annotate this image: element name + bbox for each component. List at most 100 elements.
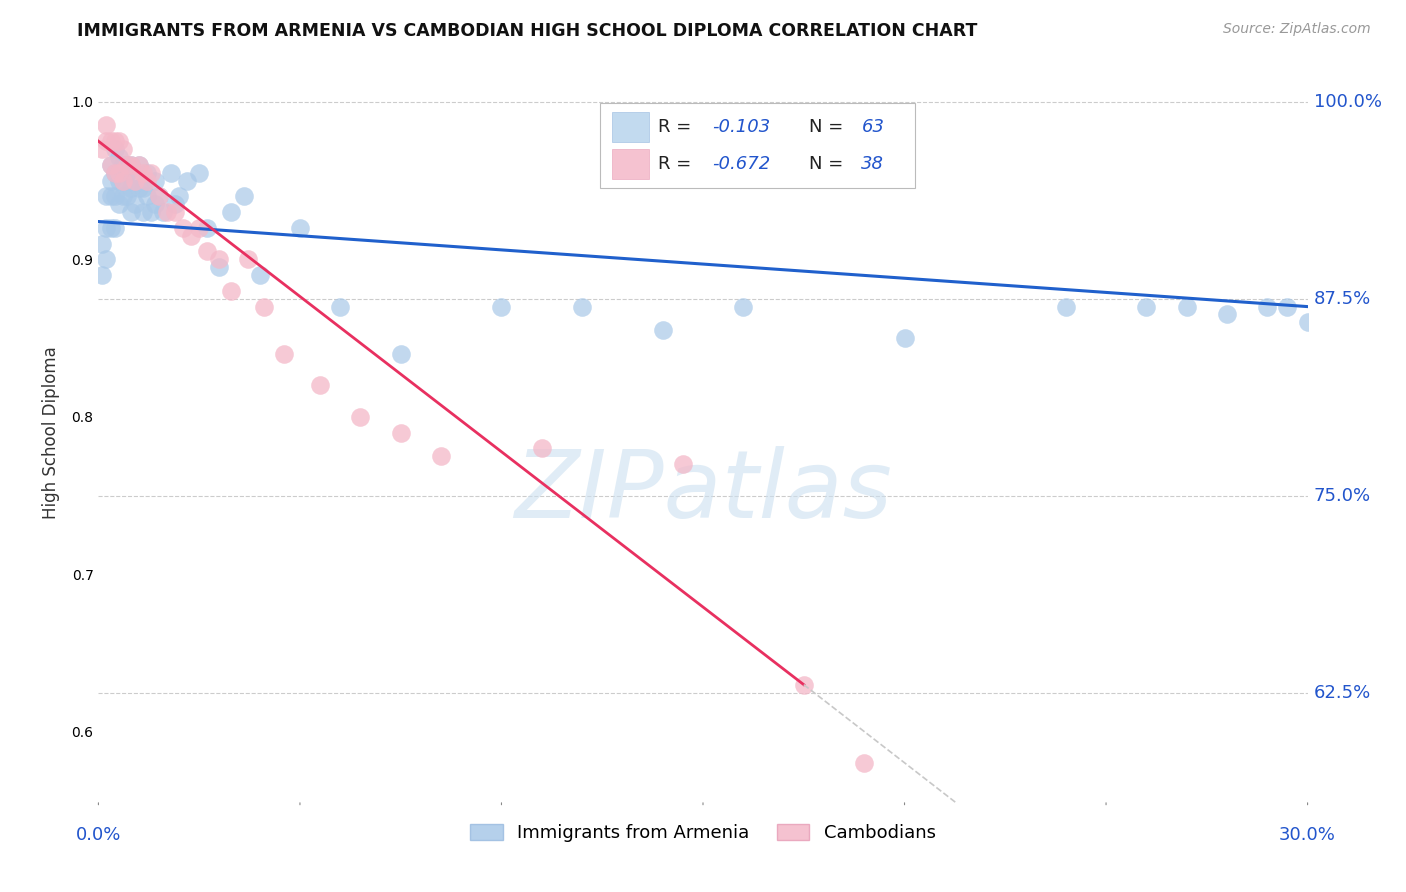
Point — [120, 205, 142, 219]
Text: 75.0%: 75.0% — [1313, 487, 1371, 505]
Point — [1296, 315, 1319, 329]
Point — [111, 158, 134, 172]
Point — [152, 205, 174, 219]
Text: R =: R = — [658, 118, 697, 136]
Point — [309, 378, 332, 392]
Point — [115, 189, 138, 203]
Point — [253, 300, 276, 314]
Text: 62.5%: 62.5% — [1313, 683, 1371, 701]
Point — [208, 252, 231, 267]
Point — [115, 158, 138, 172]
Point — [124, 197, 146, 211]
Text: 30.0%: 30.0% — [1279, 826, 1336, 845]
Point — [167, 189, 190, 203]
Point — [132, 166, 155, 180]
FancyBboxPatch shape — [613, 149, 648, 178]
Point — [1216, 308, 1239, 322]
Point — [1135, 300, 1157, 314]
Y-axis label: High School Diploma: High School Diploma — [42, 346, 60, 519]
Point — [1175, 300, 1198, 314]
Point — [111, 189, 134, 203]
Point — [135, 189, 157, 203]
FancyBboxPatch shape — [613, 112, 648, 142]
Point — [120, 181, 142, 195]
Point — [96, 134, 118, 148]
Point — [91, 236, 114, 251]
Point — [135, 166, 157, 180]
Point — [195, 220, 218, 235]
Point — [349, 409, 371, 424]
Point — [103, 220, 125, 235]
Point — [793, 678, 815, 692]
Point — [120, 158, 142, 172]
Text: 38: 38 — [862, 155, 884, 173]
Point — [96, 119, 118, 133]
Point — [103, 166, 125, 180]
Point — [120, 158, 142, 172]
Point — [651, 323, 673, 337]
Point — [139, 166, 162, 180]
Point — [128, 181, 150, 195]
Point — [96, 252, 118, 267]
Text: IMMIGRANTS FROM ARMENIA VS CAMBODIAN HIGH SCHOOL DIPLOMA CORRELATION CHART: IMMIGRANTS FROM ARMENIA VS CAMBODIAN HIG… — [77, 22, 977, 40]
Point — [107, 173, 129, 187]
Point — [389, 425, 412, 440]
Point — [103, 134, 125, 148]
Point — [221, 205, 243, 219]
Point — [221, 284, 243, 298]
Point — [208, 260, 231, 275]
Text: ZIPatlas: ZIPatlas — [515, 446, 891, 537]
Text: 0.0%: 0.0% — [76, 826, 121, 845]
Point — [1054, 300, 1077, 314]
Point — [288, 220, 311, 235]
Point — [329, 300, 352, 314]
Point — [100, 158, 122, 172]
Point — [188, 220, 211, 235]
Point — [107, 150, 129, 164]
Point — [103, 166, 125, 180]
Point — [91, 268, 114, 282]
Point — [273, 347, 295, 361]
Point — [115, 166, 138, 180]
Point — [103, 189, 125, 203]
Point — [1277, 300, 1299, 314]
Point — [128, 158, 150, 172]
FancyBboxPatch shape — [600, 103, 915, 188]
Text: -0.672: -0.672 — [713, 155, 770, 173]
Point — [124, 173, 146, 187]
Point — [132, 205, 155, 219]
Point — [111, 173, 134, 187]
Point — [143, 197, 166, 211]
Point — [143, 173, 166, 187]
Point — [430, 449, 453, 463]
Point — [115, 158, 138, 172]
Point — [232, 189, 254, 203]
Text: -0.103: -0.103 — [713, 118, 770, 136]
Point — [249, 268, 271, 282]
Point — [107, 166, 129, 180]
Text: Source: ZipAtlas.com: Source: ZipAtlas.com — [1223, 22, 1371, 37]
Point — [100, 173, 122, 187]
Legend: Immigrants from Armenia, Cambodians: Immigrants from Armenia, Cambodians — [463, 816, 943, 849]
Text: 100.0%: 100.0% — [1313, 93, 1382, 111]
Text: N =: N = — [810, 155, 849, 173]
Point — [96, 189, 118, 203]
Point — [135, 173, 157, 187]
Point — [148, 189, 170, 203]
Point — [163, 205, 186, 219]
Point — [100, 220, 122, 235]
Point — [236, 252, 259, 267]
Point — [107, 197, 129, 211]
Point — [672, 457, 695, 471]
Point — [96, 220, 118, 235]
Point — [107, 134, 129, 148]
Point — [132, 181, 155, 195]
Point — [100, 158, 122, 172]
Point — [491, 300, 513, 314]
Point — [128, 158, 150, 172]
Point — [111, 142, 134, 156]
Point — [111, 173, 134, 187]
Point — [91, 142, 114, 156]
Point — [139, 205, 162, 219]
Point — [1256, 300, 1278, 314]
